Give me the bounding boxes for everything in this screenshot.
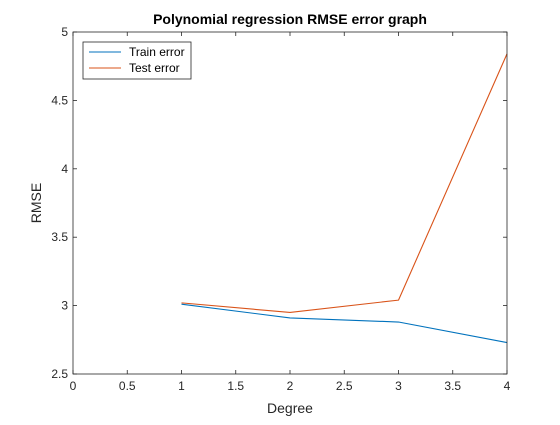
x-tick-label: 0 (70, 379, 77, 393)
y-tick-label: 4.5 (51, 93, 68, 107)
plot-area (73, 32, 507, 374)
legend: Train error Test error (82, 41, 192, 80)
legend-label: Test error (129, 61, 180, 75)
x-tick-label: 4 (504, 379, 511, 393)
x-tick-label: 3 (395, 379, 402, 393)
x-tick-label: 1 (178, 379, 185, 393)
x-tick-label: 0.5 (119, 379, 136, 393)
axes-box (72, 31, 508, 375)
y-tick-label: 3.5 (51, 230, 68, 244)
x-axis-label: Degree (267, 400, 313, 416)
x-tick-label: 2 (287, 379, 294, 393)
y-tick-label: 3 (61, 299, 68, 313)
y-tick-label: 2.5 (51, 367, 68, 381)
x-tick-label: 1.5 (227, 379, 244, 393)
y-tick-label: 5 (61, 25, 68, 39)
series-line-test-error (181, 53, 508, 313)
series-line-train-error (181, 303, 508, 344)
x-tick-label: 2.5 (336, 379, 353, 393)
series-lines (181, 53, 508, 344)
tick-labels: 0 0.5 1 1.5 2 2.5 3 3.5 4 2.5 3 3.5 4 4.5 5 (51, 25, 510, 393)
legend-label: Train error (129, 45, 185, 59)
x-tick-label: 3.5 (444, 379, 461, 393)
y-tick-label: 4 (61, 162, 68, 176)
legend-box (82, 41, 192, 80)
y-axis-label: RMSE (28, 183, 44, 223)
chart-title: Polynomial regression RMSE error graph (153, 11, 427, 27)
